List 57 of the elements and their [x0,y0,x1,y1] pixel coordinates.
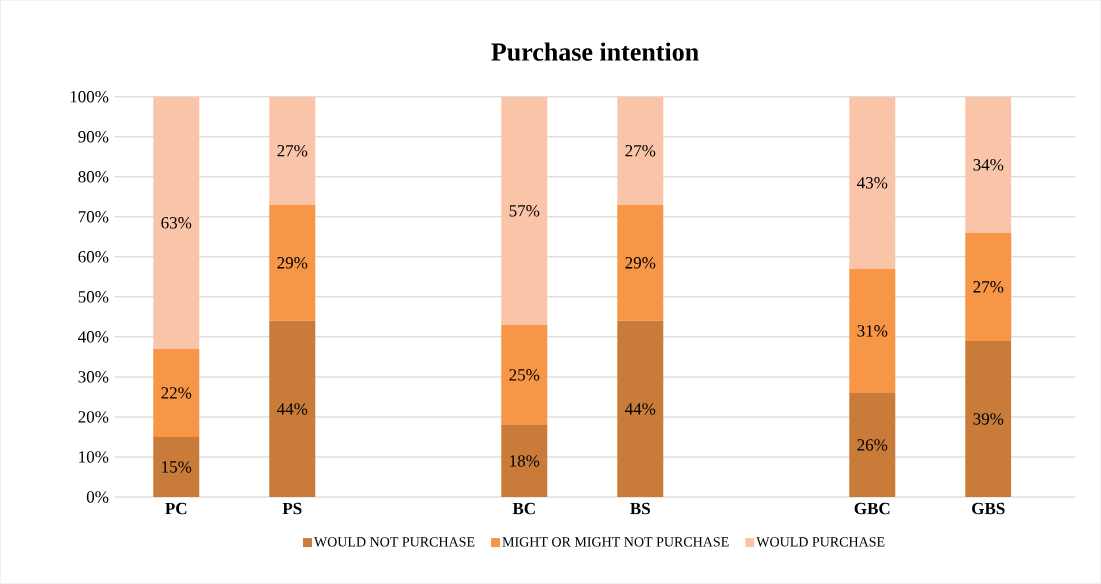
data-label: 44% [625,403,656,415]
data-label: 27% [277,145,308,157]
x-tick-label: BC [512,502,535,515]
bar [501,325,548,426]
x-tick-label: PC [165,502,187,515]
y-tick-label: 10% [79,451,109,463]
data-label: 27% [973,281,1004,293]
bar [153,96,200,350]
bar [153,437,200,498]
bar [617,321,664,498]
data-label: 29% [625,257,656,269]
data-label: 39% [973,413,1004,425]
bar [501,96,548,326]
data-label: 34% [973,159,1004,171]
x-tick-label: PS [282,502,302,515]
bar [617,204,664,322]
y-tick-label: 0% [86,491,109,503]
data-label: 29% [277,257,308,269]
y-tick-label: 20% [78,411,109,423]
bar [501,425,548,498]
bar [965,96,1012,233]
y-tick-label: 90% [78,131,109,143]
chart-title: Purchase intention [491,42,699,61]
y-tick-label: 60% [78,251,109,263]
y-tick-label: 70% [78,211,109,223]
bar [269,96,316,205]
data-label: 25% [509,369,540,381]
bar [965,341,1012,498]
legend-label: MIGHT OR MIGHT NOT PURCHASE [502,537,729,547]
data-label: 26% [857,439,888,451]
x-tick-label: GBS [972,502,1005,515]
data-label: 43% [857,177,888,189]
y-tick-label: 40% [78,331,109,343]
data-label: 15% [162,461,192,473]
bar [965,232,1012,342]
y-tick-label: 50% [78,291,109,303]
data-label: 22% [161,387,192,399]
bar [849,393,896,498]
x-tick-label: GBC [854,502,890,515]
legend-label: WOULD NOT PURCHASE [313,537,475,547]
y-tick-label: 80% [78,171,109,183]
data-label: 18% [510,455,540,467]
data-label: 63% [161,217,192,229]
x-tick-label: BS [630,502,650,515]
bar [849,268,896,394]
bar [849,96,896,269]
bar [269,204,316,322]
y-tick-label: 30% [78,371,109,383]
data-label: 57% [509,205,540,217]
data-label: 27% [625,145,656,157]
bar [269,321,316,498]
bar [153,349,200,438]
y-tick-label: 100% [70,91,109,103]
data-label: 31% [857,325,888,337]
data-label: 44% [277,403,308,415]
bar [617,96,664,205]
legend-label: WOULD PURCHASE [756,537,885,547]
